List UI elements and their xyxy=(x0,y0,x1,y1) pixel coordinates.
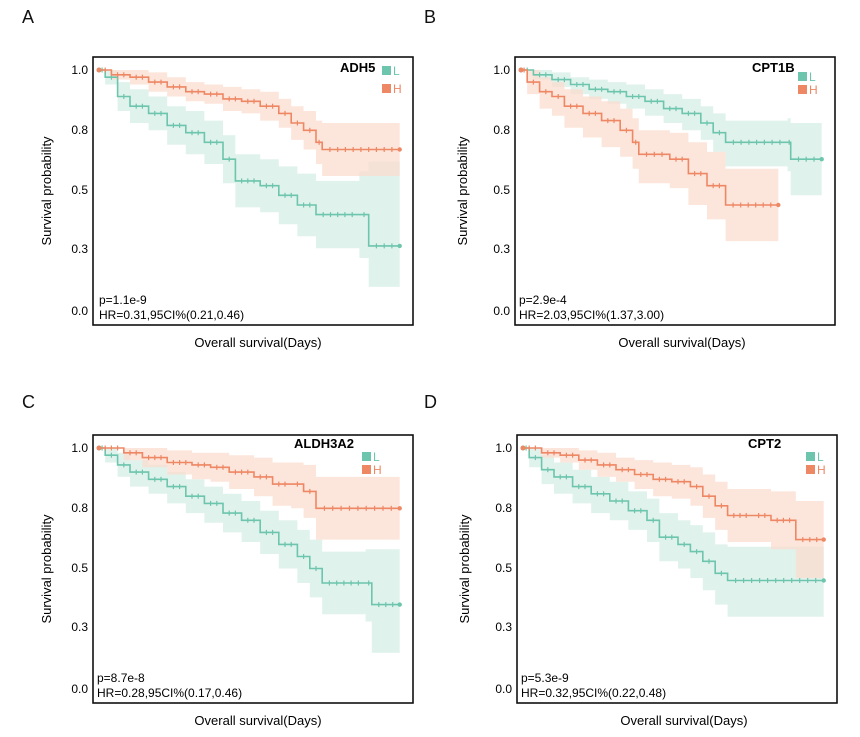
legend-swatch-l xyxy=(798,72,807,81)
panel-a: A Survival probability Overall survival(… xyxy=(22,7,414,350)
curve-end-point xyxy=(821,578,826,583)
chart-title: ALDH3A2 xyxy=(294,436,354,451)
y-tick-label: 0.5 xyxy=(71,561,88,575)
legend-swatch-h xyxy=(806,465,815,474)
curve-end-point xyxy=(819,157,824,162)
plot-area xyxy=(96,67,402,287)
y-tick-label: 0.8 xyxy=(495,501,512,515)
panel-c: C Survival probability Overall survival(… xyxy=(22,392,414,728)
hazard-ratio: HR=2.03,95CI%(1.37,3.00) xyxy=(519,308,664,322)
x-axis-label: Overall survival(Days) xyxy=(194,335,321,350)
y-axis-label: Survival probability xyxy=(457,514,472,624)
legend-label-l: L xyxy=(373,450,380,464)
panel-b: B Survival probability Overall survival(… xyxy=(424,7,836,350)
y-tick-label: 1.0 xyxy=(493,63,510,77)
survival-curve-h xyxy=(99,69,400,151)
legend-label-l: L xyxy=(809,70,816,84)
plot-frame xyxy=(92,434,414,704)
y-axis-label: Survival probability xyxy=(39,514,54,624)
x-axis-label: Overall survival(Days) xyxy=(194,713,321,728)
panel-d: D Survival probability Overall survival(… xyxy=(424,392,838,728)
legend-swatch-h xyxy=(798,85,807,94)
ci-band-h xyxy=(523,448,824,579)
x-axis-label: Overall survival(Days) xyxy=(618,335,745,350)
p-value: p=2.9e-4 xyxy=(519,293,567,307)
plot-frame xyxy=(92,56,414,326)
y-tick-label: 1.0 xyxy=(495,441,512,455)
y-tick-label: 0.0 xyxy=(495,682,512,696)
chart-title: CPT1B xyxy=(752,60,795,75)
survival-curve-l xyxy=(99,447,400,606)
legend-swatch-l xyxy=(806,452,815,461)
hazard-ratio: HR=0.31,95CI%(0.21,0.46) xyxy=(99,308,244,322)
curve-end-point xyxy=(397,506,402,511)
plot-area xyxy=(96,445,402,653)
y-axis-label: Survival probability xyxy=(39,136,54,246)
y-tick-label: 0.5 xyxy=(71,183,88,197)
curve-end-point xyxy=(776,202,781,208)
curve-start-point xyxy=(96,445,102,451)
y-tick-label: 0.8 xyxy=(71,501,88,515)
ci-band-l xyxy=(99,70,400,287)
legend-label-h: H xyxy=(809,83,818,97)
legend-label-h: H xyxy=(393,82,402,96)
survival-curve-h xyxy=(99,447,400,510)
p-value: p=5.3e-9 xyxy=(521,671,569,685)
y-tick-label: 0.3 xyxy=(71,620,88,634)
legend-label-l: L xyxy=(817,450,824,464)
curve-end-point xyxy=(821,537,826,542)
curve-end-point xyxy=(397,243,402,249)
curve-start-point xyxy=(96,67,102,73)
y-tick-label: 0.8 xyxy=(71,123,88,137)
legend-label-h: H xyxy=(373,463,382,477)
x-axis-label: Overall survival(Days) xyxy=(620,713,747,728)
p-value: p=1.1e-9 xyxy=(99,293,147,307)
curve-end-point xyxy=(397,147,402,152)
p-value: p=8.7e-8 xyxy=(97,671,145,685)
y-tick-label: 0.0 xyxy=(71,682,88,696)
plot-frame xyxy=(514,56,836,326)
chart-title: ADH5 xyxy=(340,60,375,75)
legend-swatch-h xyxy=(362,465,371,474)
panel-letter: D xyxy=(424,392,437,412)
y-tick-label: 0.3 xyxy=(493,242,510,256)
curve-end-point xyxy=(397,602,402,607)
survival-curve-l xyxy=(523,447,824,582)
ci-band-l xyxy=(523,448,824,617)
y-tick-label: 0.3 xyxy=(495,620,512,634)
y-tick-label: 0.0 xyxy=(493,304,510,318)
y-axis-label: Survival probability xyxy=(455,136,470,246)
plot-frame xyxy=(516,434,838,704)
panel-letter: A xyxy=(22,7,34,27)
survival-curve-h xyxy=(523,447,824,541)
y-tick-label: 1.0 xyxy=(71,63,88,77)
ci-band-h xyxy=(99,448,400,540)
y-tick-label: 0.8 xyxy=(493,123,510,137)
y-tick-label: 0.5 xyxy=(495,561,512,575)
legend-swatch-h xyxy=(382,84,391,93)
chart-title: CPT2 xyxy=(748,436,781,451)
ci-band-l xyxy=(99,448,400,653)
curve-start-point xyxy=(520,445,526,451)
panel-letter: B xyxy=(424,7,436,27)
hazard-ratio: HR=0.28,95CI%(0.17,0.46) xyxy=(97,686,242,700)
survival-curve-l xyxy=(99,69,400,247)
ci-band-l xyxy=(521,70,822,196)
plot-area xyxy=(520,445,826,617)
hazard-ratio: HR=0.32,95CI%(0.22,0.48) xyxy=(521,686,666,700)
legend-label-l: L xyxy=(393,64,400,78)
y-tick-label: 0.5 xyxy=(493,183,510,197)
y-tick-label: 0.0 xyxy=(71,304,88,318)
curve-start-point xyxy=(518,67,524,73)
legend-swatch-l xyxy=(382,66,391,75)
panel-letter: C xyxy=(22,392,35,412)
y-tick-label: 0.3 xyxy=(71,242,88,256)
legend-swatch-l xyxy=(362,452,371,461)
legend-label-h: H xyxy=(817,463,826,477)
plot-area xyxy=(518,67,824,242)
y-tick-label: 1.0 xyxy=(71,441,88,455)
